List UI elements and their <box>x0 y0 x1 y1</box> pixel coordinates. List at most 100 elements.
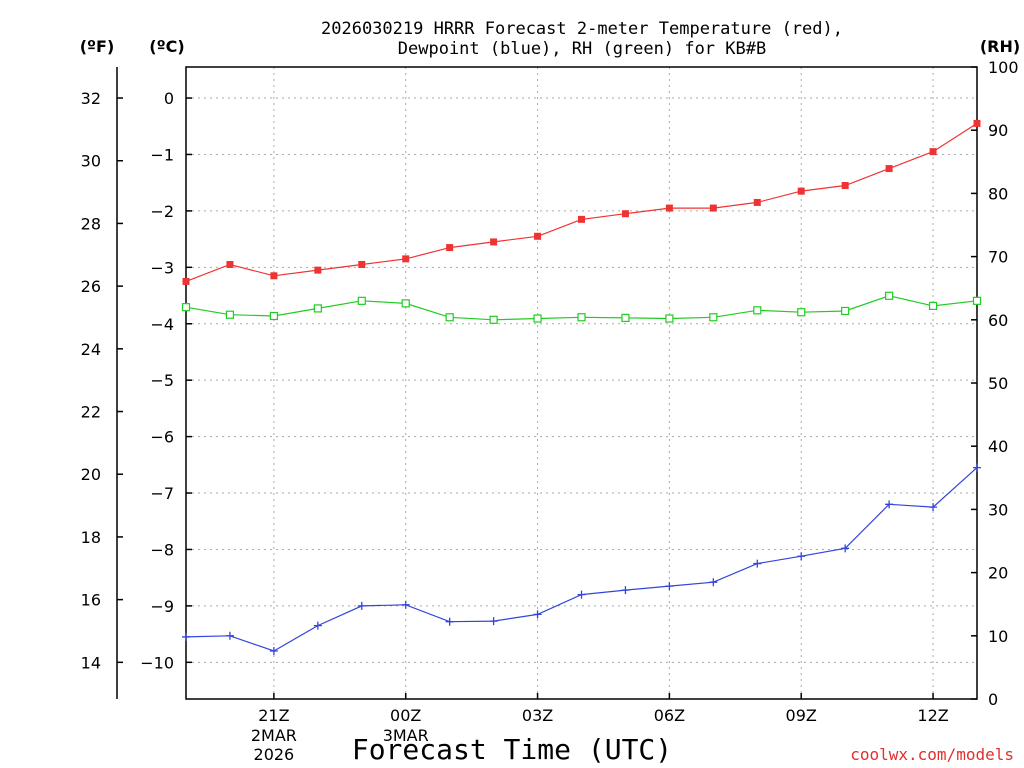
fahrenheit-unit-label: (ºF) <box>80 37 115 56</box>
temperature-point <box>402 255 410 263</box>
dewpoint-point <box>973 463 981 472</box>
celsius-tick-label: −3 <box>150 258 174 277</box>
temperature-point <box>446 244 454 252</box>
temperature-point <box>490 238 498 246</box>
temperature-point <box>270 272 278 280</box>
rh-tick-label: 70 <box>988 248 1008 267</box>
rh-point <box>841 306 850 316</box>
temperature-point <box>973 119 981 127</box>
temperature-point <box>226 261 234 268</box>
rh-tick-label: 50 <box>988 374 1008 393</box>
rh-tick-label: 90 <box>988 121 1008 140</box>
temperature-point <box>182 277 190 285</box>
grid-lines <box>186 67 977 699</box>
dewpoint-point <box>797 552 806 561</box>
date-label: 2MAR <box>251 726 297 745</box>
rh-tick-label: 80 <box>988 184 1008 203</box>
dewpoint-point <box>269 647 278 656</box>
celsius-tick-label: −5 <box>150 371 174 390</box>
rh-tick-label: 20 <box>988 564 1008 583</box>
rh-point <box>401 299 410 308</box>
x-tick-label: 09Z <box>786 706 817 725</box>
rh-point <box>797 308 806 317</box>
dewpoint-point <box>533 610 542 619</box>
dewpoint-point <box>401 600 410 609</box>
x-tick-label: 12Z <box>917 706 948 725</box>
celsius-tick-label: −10 <box>140 653 174 672</box>
dewpoint-point <box>445 617 454 626</box>
data-series <box>181 119 982 656</box>
dewpoint-point <box>885 500 894 509</box>
rh-tick-label: 100 <box>988 58 1019 77</box>
dewpoint-line <box>185 467 978 652</box>
rh-point <box>709 313 718 322</box>
temperature-point <box>753 198 761 206</box>
celsius-tick-label: −7 <box>150 484 174 503</box>
x-tick-label: 00Z <box>390 706 421 725</box>
rh-tick-label: 40 <box>988 437 1008 456</box>
celsius-tick-label: −6 <box>150 428 174 447</box>
temperature-point <box>797 187 805 195</box>
temperature-point <box>358 261 366 268</box>
rh-point <box>621 313 630 323</box>
rh-point <box>533 314 542 323</box>
rh-point <box>313 304 322 313</box>
dewpoint-point <box>182 632 190 641</box>
fahrenheit-tick-label: 32 <box>81 89 101 108</box>
dewpoint-point <box>489 617 498 626</box>
rh-point <box>885 291 894 300</box>
rh-point <box>269 311 278 321</box>
rh-point <box>181 303 191 312</box>
dewpoint-point <box>929 503 938 512</box>
dewpoint-point <box>841 544 850 553</box>
fahrenheit-tick-label: 28 <box>81 214 101 233</box>
dewpoint-point <box>621 586 630 595</box>
dewpoint-point <box>665 582 674 591</box>
celsius-unit-label: (ºC) <box>149 37 184 56</box>
temperature-point <box>621 210 629 218</box>
dewpoint-point <box>225 631 234 640</box>
fahrenheit-tick-label: 16 <box>81 591 101 610</box>
x-tick-label: 21Z <box>258 706 289 725</box>
fahrenheit-tick-label: 26 <box>81 277 101 296</box>
x-tick-label: 03Z <box>522 706 553 725</box>
plot-area <box>185 66 978 700</box>
temperature-point <box>314 266 322 274</box>
fahrenheit-tick-label: 20 <box>81 465 101 484</box>
rh-point <box>489 315 498 324</box>
rh-tick-label: 0 <box>988 690 998 709</box>
rh-point <box>357 296 366 305</box>
celsius-tick-label: −8 <box>150 540 174 559</box>
celsius-tick-label: 0 <box>164 89 174 108</box>
dewpoint-point <box>709 578 718 587</box>
rh-point <box>445 313 454 322</box>
rh-tick-label: 60 <box>988 311 1008 330</box>
rh-unit-label: (RH) <box>980 37 1020 56</box>
temperature-point <box>885 165 893 173</box>
dewpoint-point <box>313 621 322 630</box>
rh-point <box>753 306 762 315</box>
axis-ticks: 0 −1 −2 −3 −4 −5 −6 −7 −8 −9 −10 21Z 00Z 03Z 06Z 09Z 12Z… <box>81 58 1019 764</box>
fahrenheit-tick-label: 30 <box>81 152 101 171</box>
dewpoint-point <box>753 559 762 568</box>
celsius-tick-label: −2 <box>150 202 174 221</box>
chart-title-line-2: Dewpoint (blue), RH (green) for KB#B <box>398 39 766 59</box>
date-label: 3MAR <box>383 726 429 745</box>
temperature-point <box>709 204 717 212</box>
x-axis-label: Forecast Time (UTC) <box>352 733 672 766</box>
rh-point <box>577 313 586 322</box>
rh-point <box>972 296 982 305</box>
celsius-tick-label: −4 <box>150 315 174 334</box>
temperature-point <box>841 182 849 189</box>
temperature-point <box>929 148 937 156</box>
rh-point <box>225 310 235 319</box>
date-label: 2026 <box>254 745 295 764</box>
temperature-point <box>665 204 673 212</box>
rh-point <box>665 314 674 323</box>
rh-point <box>928 301 938 310</box>
fahrenheit-tick-label: 18 <box>81 528 101 547</box>
temperature-point <box>578 215 585 223</box>
rh-tick-label: 10 <box>988 627 1008 646</box>
dewpoint-point <box>357 601 366 610</box>
